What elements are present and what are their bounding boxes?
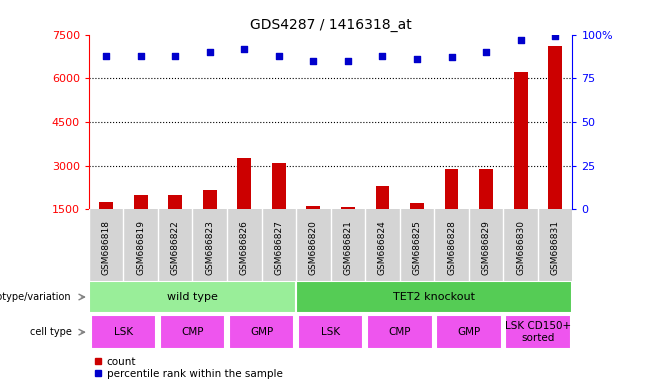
Text: GSM686827: GSM686827 xyxy=(274,220,284,275)
Bar xyxy=(238,158,251,253)
Point xyxy=(446,54,457,60)
Text: GMP: GMP xyxy=(457,327,480,337)
Text: LSK: LSK xyxy=(321,327,340,337)
Text: GSM686819: GSM686819 xyxy=(136,220,145,275)
Bar xyxy=(89,281,296,313)
Text: GSM686824: GSM686824 xyxy=(378,220,387,275)
Bar xyxy=(272,163,286,253)
Text: genotype/variation: genotype/variation xyxy=(0,292,72,302)
Bar xyxy=(168,195,182,253)
Legend: count, percentile rank within the sample: count, percentile rank within the sample xyxy=(94,357,282,379)
Point xyxy=(481,49,492,55)
Text: wild type: wild type xyxy=(167,292,218,302)
Text: GSM686830: GSM686830 xyxy=(516,220,525,275)
Title: GDS4287 / 1416318_at: GDS4287 / 1416318_at xyxy=(250,18,411,32)
Bar xyxy=(548,46,562,253)
Bar xyxy=(445,169,459,253)
Bar xyxy=(307,206,320,253)
Bar xyxy=(160,315,225,349)
Bar xyxy=(410,204,424,253)
Point xyxy=(136,53,146,59)
Text: GSM686825: GSM686825 xyxy=(413,220,422,275)
Bar xyxy=(514,73,528,253)
Point xyxy=(170,53,180,59)
Text: GSM686826: GSM686826 xyxy=(240,220,249,275)
Text: GSM686823: GSM686823 xyxy=(205,220,215,275)
Point xyxy=(343,58,353,64)
Text: CMP: CMP xyxy=(181,327,204,337)
Point xyxy=(412,56,422,62)
Text: LSK: LSK xyxy=(114,327,133,337)
Bar xyxy=(376,186,390,253)
Point xyxy=(550,33,561,40)
Text: GSM686822: GSM686822 xyxy=(170,220,180,275)
Point xyxy=(239,45,249,51)
Text: GSM686821: GSM686821 xyxy=(343,220,353,275)
Bar xyxy=(99,202,113,253)
Text: GSM686831: GSM686831 xyxy=(551,220,560,275)
Point xyxy=(515,37,526,43)
Text: LSK CD150+
sorted: LSK CD150+ sorted xyxy=(505,321,571,343)
Bar xyxy=(367,315,432,349)
Point xyxy=(377,53,388,59)
Text: TET2 knockout: TET2 knockout xyxy=(393,292,475,302)
Text: GMP: GMP xyxy=(250,327,273,337)
Bar xyxy=(296,281,572,313)
Bar xyxy=(298,315,363,349)
Bar xyxy=(341,207,355,253)
Text: CMP: CMP xyxy=(388,327,411,337)
Point xyxy=(274,53,284,59)
Bar xyxy=(505,315,570,349)
Point xyxy=(101,53,111,59)
Text: cell type: cell type xyxy=(30,327,72,337)
Text: GSM686828: GSM686828 xyxy=(447,220,456,275)
Bar xyxy=(203,190,216,253)
Bar xyxy=(436,315,501,349)
Bar xyxy=(91,315,156,349)
Bar xyxy=(134,195,147,253)
Bar xyxy=(479,169,493,253)
Bar xyxy=(229,315,294,349)
Point xyxy=(308,58,318,64)
Text: GSM686818: GSM686818 xyxy=(101,220,111,275)
Point xyxy=(205,49,215,55)
Text: GSM686829: GSM686829 xyxy=(482,220,491,275)
Text: GSM686820: GSM686820 xyxy=(309,220,318,275)
